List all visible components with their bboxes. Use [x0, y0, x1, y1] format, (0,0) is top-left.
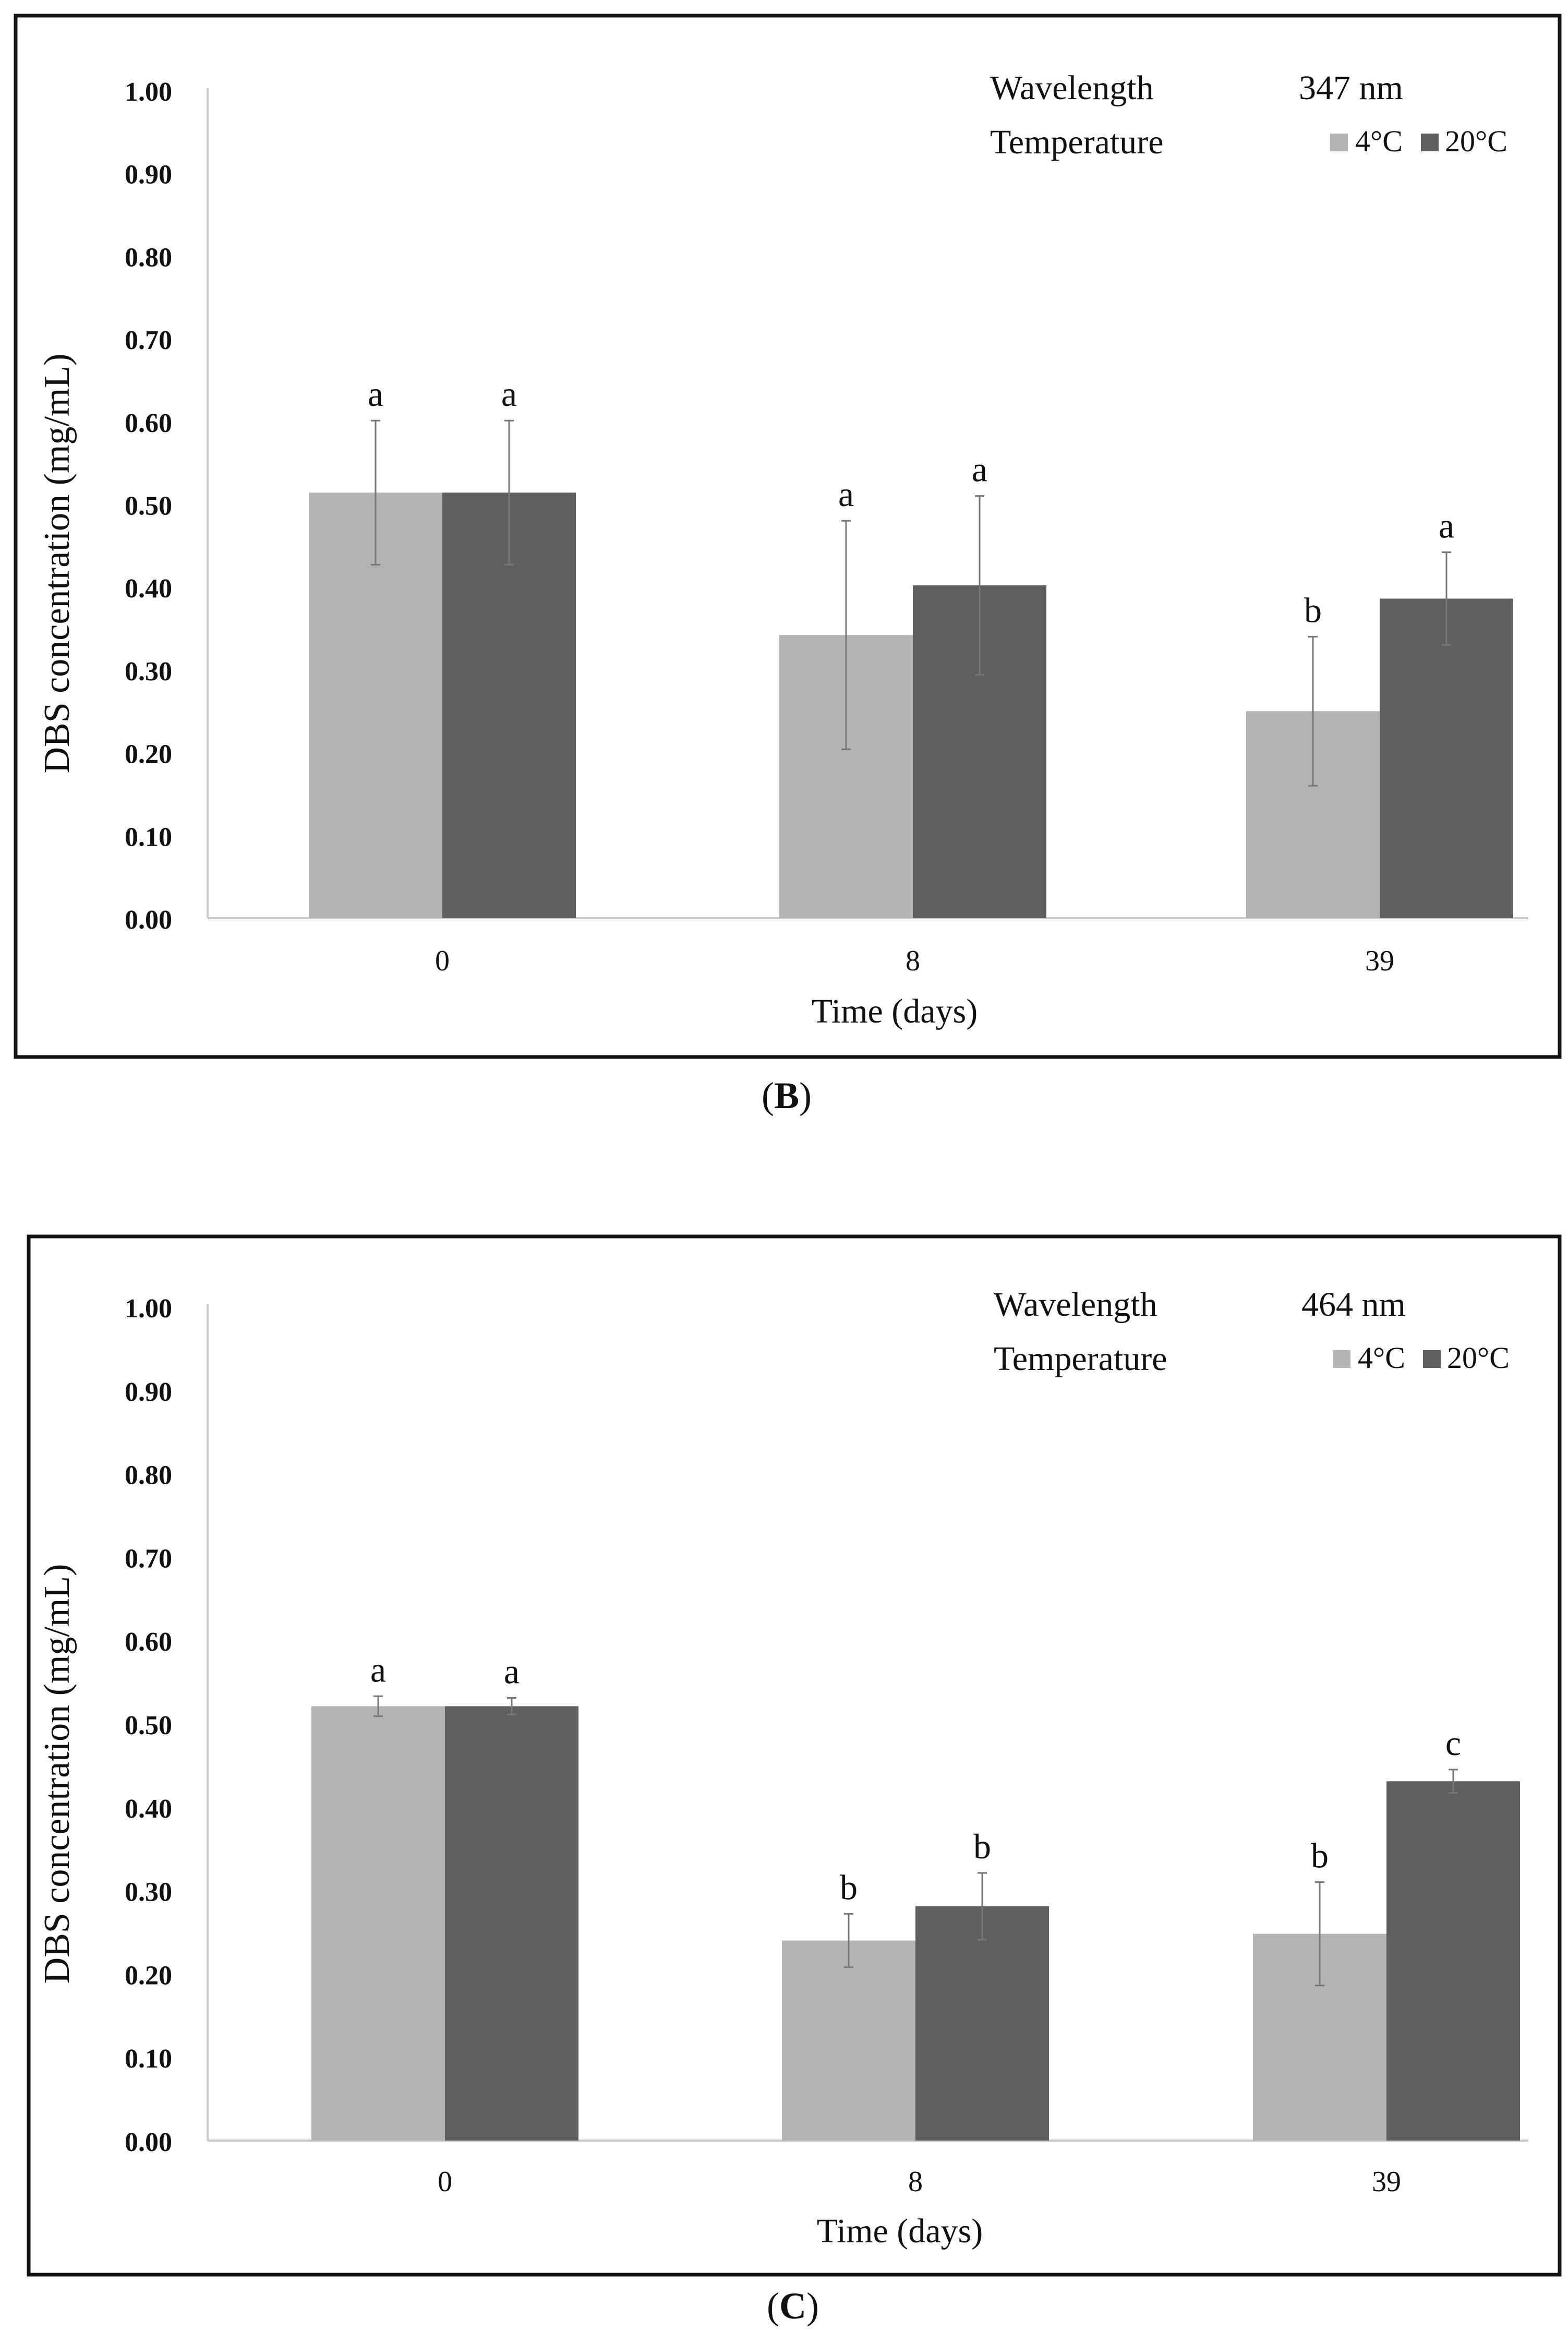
legend-swatch-20c: [1423, 1350, 1441, 1368]
y-tick-label: 0.40: [125, 1794, 172, 1824]
significance-letter: a: [1439, 506, 1454, 546]
significance-letter: b: [840, 1867, 858, 1907]
significance-letter: b: [1311, 1836, 1329, 1876]
panel-label-c: (C): [767, 2285, 819, 2327]
significance-letter: a: [972, 450, 987, 489]
significance-letter: b: [1304, 590, 1322, 630]
y-tick-label: 0.90: [125, 160, 172, 190]
legend: Wavelength 464 nm Temperature 4°C 20°C: [994, 1285, 1510, 1378]
significance-letter: a: [838, 474, 854, 514]
y-tick-label: 0.80: [125, 243, 172, 272]
chart-panel-c: 0.00 0.10 0.20 0.30 0.40 0.50 0.60 0.70 0.80 0.90…: [27, 1234, 1562, 2277]
x-tick-label: 39: [1365, 945, 1394, 977]
legend-label-4c: 4°C: [1355, 124, 1403, 158]
y-tick-label: 0.30: [125, 657, 172, 687]
y-axis-label: DBS concentration (mg/mL): [37, 354, 77, 774]
significance-letter: a: [504, 1651, 520, 1691]
y-tick-label: 0.20: [125, 1961, 172, 1990]
legend-label-4c: 4°C: [1358, 1341, 1405, 1375]
y-tick-label: 0.30: [125, 1878, 172, 1907]
y-axis-label: DBS concentration (mg/mL): [37, 1564, 77, 1984]
legend-wavelength-value: 347 nm: [1299, 69, 1403, 107]
significance-letter: b: [973, 1827, 991, 1866]
legend-wavelength-value: 464 nm: [1301, 1285, 1406, 1324]
legend-temperature-label: Temperature: [990, 123, 1164, 161]
y-tick-label: 0.10: [125, 2044, 172, 2074]
legend-swatch-4c: [1330, 134, 1348, 151]
bar-4c: [311, 1706, 445, 2141]
y-tick-label: 1.00: [125, 77, 172, 107]
legend: Wavelength 347 nm Temperature 4°C 20°C: [990, 69, 1507, 161]
legend-wavelength-label: Wavelength: [994, 1285, 1157, 1324]
x-tick-label: 8: [908, 2166, 923, 2198]
panel-label-b: (B): [762, 1075, 812, 1116]
y-tick-label: 0.40: [125, 574, 172, 604]
bar-20c: [1386, 1781, 1520, 2141]
x-axis-label: Time (days): [817, 2212, 983, 2250]
bar-20c: [915, 1906, 1049, 2141]
significance-letter: a: [368, 374, 383, 414]
bar-4c: [782, 1940, 915, 2141]
y-tick-label: 0.50: [125, 491, 172, 521]
x-axis-label: Time (days): [812, 992, 978, 1030]
legend-temperature-label: Temperature: [994, 1340, 1167, 1378]
legend-label-20c: 20°C: [1447, 1341, 1510, 1375]
y-tick-label: 0.10: [125, 822, 172, 852]
y-tick-label: 0.70: [125, 1544, 172, 1573]
x-tick-label: 8: [906, 945, 920, 977]
y-tick-label: 0.70: [125, 326, 172, 355]
y-tick-label: 0.60: [125, 1627, 172, 1657]
chart-panel-b: 0.00 0.10 0.20 0.30 0.40 0.50 0.60 0.70 0.80 0.90…: [14, 14, 1562, 1059]
legend-wavelength-label: Wavelength: [990, 69, 1154, 107]
plot-area: 0.00 0.10 0.20 0.30 0.40 0.50 0.60 0.70 0.80 0.90…: [125, 77, 1528, 977]
legend-swatch-20c: [1421, 134, 1439, 151]
y-tick-label: 0.00: [125, 905, 172, 935]
y-tick-label: 0.90: [125, 1377, 172, 1407]
y-tick-label: 1.00: [125, 1294, 172, 1324]
x-tick-label: 39: [1372, 2166, 1401, 2198]
y-tick-label: 0.60: [125, 408, 172, 438]
x-tick-label: 0: [438, 2166, 452, 2198]
bar-20c: [445, 1706, 578, 2141]
y-tick-label: 0.20: [125, 740, 172, 770]
significance-letter: c: [1445, 1723, 1461, 1763]
y-tick-label: 0.00: [125, 2128, 172, 2157]
y-tick-label: 0.80: [125, 1461, 172, 1491]
y-tick-label: 0.50: [125, 1711, 172, 1740]
legend-swatch-4c: [1333, 1350, 1350, 1368]
x-tick-label: 0: [435, 945, 450, 977]
significance-letter: a: [370, 1650, 386, 1689]
plot-area: 0.00 0.10 0.20 0.30 0.40 0.50 0.60 0.70 0.80 0.90…: [125, 1294, 1528, 2198]
significance-letter: a: [501, 374, 517, 414]
legend-label-20c: 20°C: [1445, 124, 1507, 158]
bar-20c: [1380, 598, 1513, 918]
